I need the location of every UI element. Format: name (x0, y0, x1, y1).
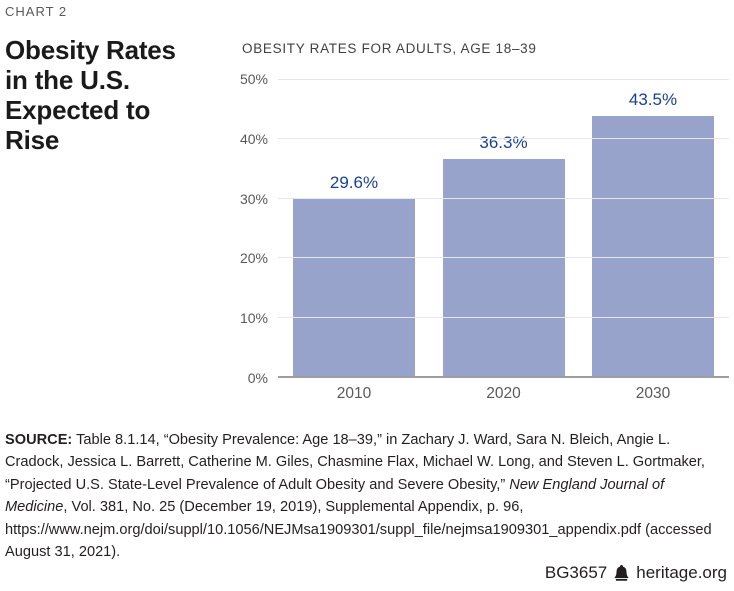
page-title-line: Rise (5, 125, 60, 155)
y-axis-tick-label: 40% (239, 130, 268, 147)
chart-column: OBESITY RATES FOR ADULTS, AGE 18–39 0% 10… (239, 35, 729, 403)
bar-2030 (592, 116, 714, 376)
footer: BG3657 heritage.org (545, 563, 727, 583)
x-axis-tick-label: 2020 (486, 385, 521, 402)
bar-value-label: 29.6% (329, 173, 379, 192)
source-segment: , Vol. 381, No. 25 (December 19, 2019), … (5, 499, 712, 561)
gridline (278, 197, 729, 199)
gridline (278, 257, 729, 259)
y-axis-tick-label: 30% (239, 190, 268, 207)
y-axis-tick-label: 50% (239, 71, 268, 87)
page-title-line: Expected to (5, 95, 151, 125)
liberty-bell-icon (614, 565, 629, 581)
source-journal-italic: New England Journal of Medicine (5, 476, 665, 516)
source-label: SOURCE: (5, 432, 73, 448)
bar-group-2010: 29.6% (293, 173, 415, 376)
chart-kicker: CHART 2 (5, 4, 68, 19)
bar-value-label: 36.3% (479, 133, 528, 152)
source-segment: Table 8.1.14, “Obesity Prevalence: Age 1… (5, 432, 705, 493)
bars-container: 29.6% 36.3% 43.5% (278, 79, 729, 376)
gridline (278, 316, 729, 318)
plot-area: 29.6% 36.3% 43.5% (278, 79, 729, 378)
chart-body: 0% 10% 20% 30% 40% 50% 29.6% 36.3% 43.5% (239, 71, 729, 386)
bar-2020 (442, 159, 565, 376)
y-axis-tick-label: 10% (239, 310, 268, 327)
x-axis-tick-label: 2030 (635, 385, 671, 402)
footer-site: heritage.org (636, 563, 727, 582)
main-row: Obesity Rates in the U.S. Expected to Rise … (5, 35, 729, 403)
title-column: Obesity Rates in the U.S. Expected to Rise (5, 35, 242, 403)
gridline (278, 138, 729, 140)
gridline (278, 79, 729, 80)
page-title-line: in the U.S. (5, 65, 130, 95)
y-axis-tick-label: 20% (239, 250, 268, 267)
bar-group-2020: 36.3% (442, 133, 565, 376)
chart-title: OBESITY RATES FOR ADULTS, AGE 18–39 (242, 41, 537, 56)
source-text: Table 8.1.14, “Obesity Prevalence: Age 1… (5, 432, 712, 560)
y-axis: 0% 10% 20% 30% 40% 50% (239, 71, 278, 386)
y-axis-tick-label: 0% (247, 370, 268, 386)
page-title-line: Obesity Rates (5, 35, 176, 65)
x-axis-tick-label: 2010 (336, 385, 372, 402)
bar-group-2030: 43.5% (592, 90, 714, 376)
page-title: Obesity Rates in the U.S. Expected to Rise (5, 35, 242, 155)
footer-doc-id: BG3657 (544, 563, 608, 582)
source-note: SOURCE: Table 8.1.14, “Obesity Prevalenc… (5, 429, 729, 563)
bar-2010 (293, 199, 415, 376)
x-axis: 2010 2020 2030 (278, 385, 729, 403)
bar-value-label: 43.5% (628, 90, 678, 109)
